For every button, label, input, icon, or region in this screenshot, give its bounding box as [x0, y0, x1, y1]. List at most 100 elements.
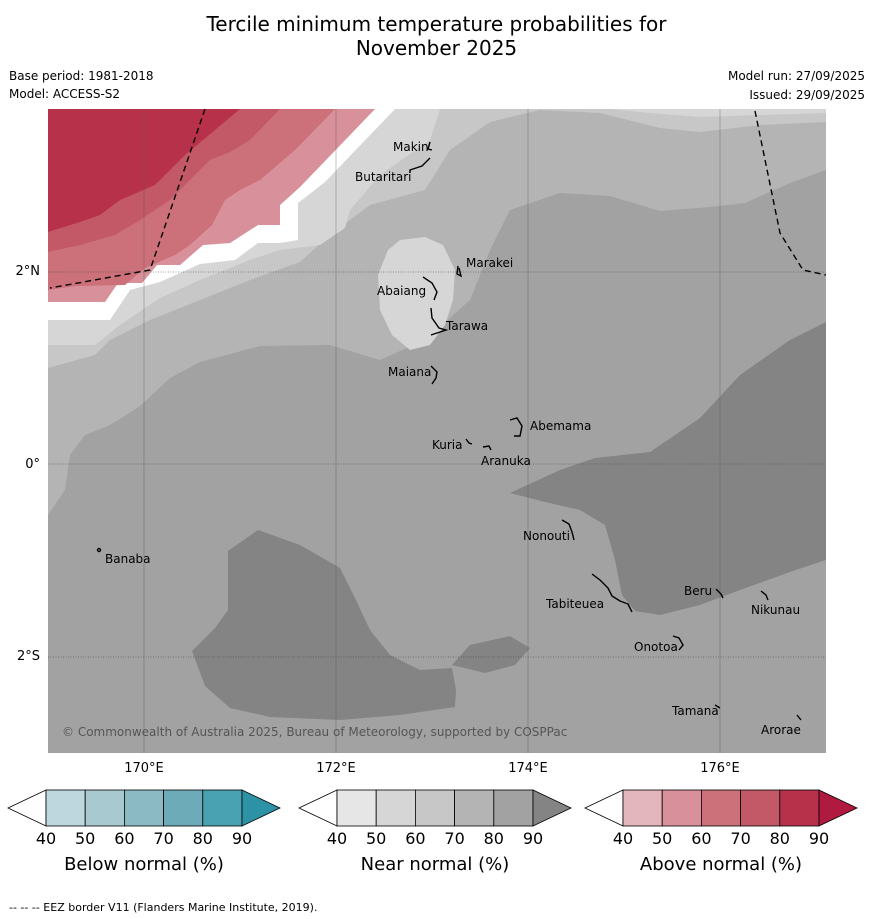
colorbar-below-tick: 60	[114, 829, 135, 848]
label-nikunau: Nikunau	[751, 603, 800, 617]
lat-label-2n: 2°N	[15, 264, 41, 279]
colorbar-above-segment	[740, 789, 781, 827]
colorbar-above-tick: 80	[769, 829, 790, 848]
eez-legend-note: -- -- -- EEZ border V11 (Flanders Marine…	[9, 901, 318, 914]
colorbar-below-tick: 70	[153, 829, 174, 848]
colorbar-above-tick: 70	[730, 829, 751, 848]
colorbar-below-segment	[202, 789, 243, 827]
graticule	[143, 109, 721, 753]
island-abemama	[509, 417, 523, 437]
zone-near-80-90-east	[510, 322, 826, 615]
colorbar-below-high-extend	[241, 789, 281, 827]
copyright-notice: © Commonwealth of Australia 2025, Bureau…	[62, 725, 567, 739]
island-tamana	[714, 704, 721, 709]
island-onotoa	[672, 635, 684, 651]
issued-date: Issued: 29/09/2025	[749, 88, 865, 102]
colorbar-below-segment	[163, 789, 204, 827]
colorbar-above-tick: 40	[612, 829, 634, 848]
label-makin: Makin	[393, 140, 429, 154]
label-onotoa: Onotoa	[634, 640, 678, 654]
island-banaba	[96, 547, 102, 553]
colorbar-near-segment	[493, 789, 534, 827]
colorbar-above-tick: 90	[808, 829, 830, 848]
colorbar-below-segment	[84, 789, 125, 827]
colorbar-near-tick: 80	[483, 829, 504, 848]
lon-label-170e: 170°E	[124, 761, 164, 776]
model-run-date: Model run: 27/09/2025	[727, 69, 865, 83]
title-line-2: November 2025	[355, 36, 518, 60]
islands	[96, 141, 802, 721]
colorbar-near-high-extend	[532, 789, 572, 827]
model-name: Model: ACCESS-S2	[9, 87, 121, 101]
colorbar-above-high-extend	[818, 789, 858, 827]
colorbar-below-low-extend	[7, 789, 47, 827]
label-abemama: Abemama	[530, 419, 591, 433]
island-nonouti	[561, 519, 575, 541]
island-tabiteuea	[591, 573, 633, 613]
colorbar-above-tick: 50	[652, 829, 673, 848]
label-tabiteuea: Tabiteuea	[545, 597, 604, 611]
island-beru	[715, 588, 724, 599]
colorbar-near-segment	[454, 789, 495, 827]
colorbar-above-low-extend	[584, 789, 624, 827]
colorbar-near-tick: 70	[444, 829, 465, 848]
zone-near-40-50-north	[48, 109, 826, 117]
colorbar-above-segment	[622, 789, 663, 827]
map-title: Tercile minimum temperature probabilitie…	[0, 12, 873, 60]
label-nonouti: Nonouti	[523, 529, 570, 543]
lon-label-172e: 172°E	[316, 761, 356, 776]
title-line-1: Tercile minimum temperature probabilitie…	[206, 12, 667, 36]
colorbar-near-segment	[375, 789, 416, 827]
base-period: Base period: 1981-2018	[9, 69, 154, 83]
colorbar-near-segment	[336, 789, 377, 827]
colorbar-near-segment	[414, 789, 455, 827]
lon-label-176e: 176°E	[700, 761, 740, 776]
eez-border	[49, 109, 826, 289]
island-butaritari	[409, 157, 431, 173]
label-kuria: Kuria	[432, 438, 463, 452]
label-marakei: Marakei	[466, 256, 513, 270]
colorbar-below-segment	[45, 789, 86, 827]
zone-near-80-90-southwest	[192, 530, 456, 720]
label-banaba: Banaba	[105, 552, 151, 566]
colorbar-below-tick: 80	[192, 829, 213, 848]
zone-near-40-50-patch	[378, 237, 455, 350]
label-arorae: Arorae	[761, 723, 801, 737]
colorbar-below-tick: 90	[231, 829, 253, 848]
lat-label-2s: 2°S	[16, 649, 40, 664]
island-abaiang	[422, 276, 438, 301]
colorbar-above-segment	[701, 789, 742, 827]
label-tamana: Tamana	[671, 704, 719, 718]
label-butaritari: Butaritari	[355, 170, 412, 184]
island-marakei	[456, 265, 463, 278]
label-maiana: Maiana	[388, 365, 431, 379]
zone-near-80-90-patch	[452, 636, 530, 673]
colorbar-above-segment	[661, 789, 702, 827]
colorbar-near-tick: 50	[366, 829, 387, 848]
colorbar-near-tick: 60	[405, 829, 426, 848]
lat-label-equator: 0°	[25, 457, 40, 472]
label-abaiang: Abaiang	[377, 284, 426, 298]
island-maiana	[430, 365, 438, 385]
island-makin	[427, 141, 433, 151]
colorbar-near-low-extend	[298, 789, 338, 827]
lon-label-174e: 174°E	[508, 761, 548, 776]
island-kuria	[465, 438, 473, 445]
colorbar-below-tick: 50	[75, 829, 96, 848]
label-tarawa: Tarawa	[445, 319, 488, 333]
label-aranuka: Aranuka	[481, 454, 531, 468]
colorbar-below-segment	[124, 789, 165, 827]
colorbars	[7, 789, 858, 827]
colorbar-near-tick: 40	[326, 829, 348, 848]
colorbar-below-tick: 40	[35, 829, 57, 848]
island-nikunau	[760, 590, 769, 601]
colorbar-title-below: Below normal (%)	[64, 854, 224, 875]
label-beru: Beru	[684, 584, 712, 598]
island-arorae	[796, 714, 802, 721]
island-aranuka	[482, 445, 492, 451]
colorbar-above-segment	[779, 789, 820, 827]
colorbar-above-tick: 60	[691, 829, 712, 848]
latitude-lines	[48, 271, 826, 658]
colorbar-title-near: Near normal (%)	[360, 854, 510, 875]
